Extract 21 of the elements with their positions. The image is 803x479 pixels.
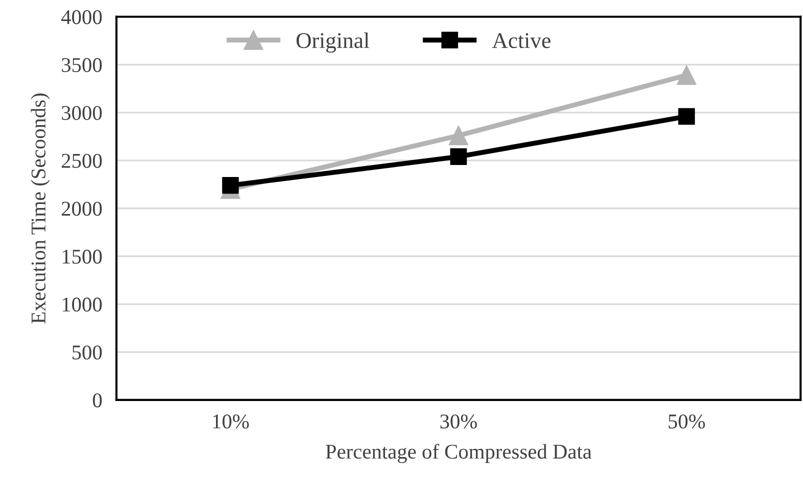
x-axis-title: Percentage of Compressed Data [326, 444, 592, 464]
x-tick-label: 50% [668, 414, 705, 429]
legend-label: Original [296, 32, 370, 53]
y-tick-label: 3000 [62, 106, 102, 120]
legend-label: Active [492, 33, 550, 48]
y-tick-label: 0 [92, 393, 102, 408]
point [222, 177, 239, 194]
y-tick-label: 1000 [62, 298, 102, 312]
y-tick-label: 500 [72, 345, 102, 360]
y-axis-title: Execution Time (Secoonds) [30, 94, 50, 324]
point [450, 148, 467, 165]
y-tick-label: 3500 [62, 58, 102, 72]
y-tick-label: 2000 [62, 202, 102, 216]
x-tick-label: 10% [213, 414, 249, 429]
point [678, 108, 695, 125]
point [448, 126, 468, 146]
point [676, 65, 696, 85]
y-tick-label: 1500 [62, 250, 102, 264]
y-tick-label: 2500 [62, 154, 102, 168]
y-tick-label: 4000 [61, 10, 102, 24]
x-tick-label: 30% [440, 414, 477, 429]
